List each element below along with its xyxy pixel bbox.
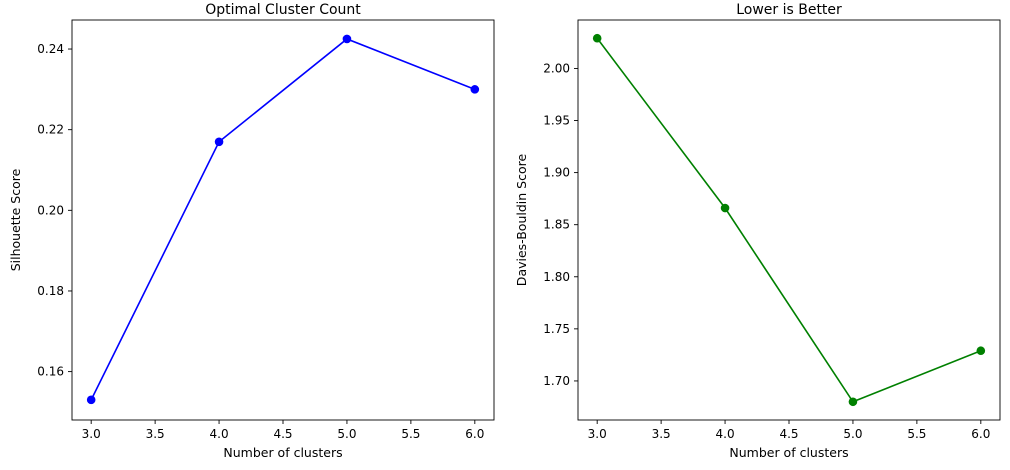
x-tick-label: 5.5 [401, 427, 420, 441]
y-tick-label: 0.16 [37, 365, 64, 379]
data-point [592, 33, 602, 43]
data-point [86, 395, 96, 405]
x-tick-label: 5.0 [337, 427, 356, 441]
x-tick-label: 4.0 [716, 427, 735, 441]
y-tick-label: 1.75 [543, 322, 570, 336]
x-tick-label: 4.5 [779, 427, 798, 441]
x-tick-label: 5.0 [843, 427, 862, 441]
data-point [720, 203, 730, 213]
data-point [342, 34, 352, 44]
y-tick-label: 1.90 [543, 166, 570, 180]
y-tick-label: 0.22 [37, 123, 64, 137]
davies-bouldin-chart: Lower is Better Number of clusters Davie… [514, 2, 1001, 460]
x-tick-label: 3.5 [652, 427, 671, 441]
y-axis-label: Silhouette Score [8, 168, 23, 271]
x-tick-label: 4.5 [273, 427, 292, 441]
x-tick-label: 6.0 [971, 427, 990, 441]
x-tick-label: 3.5 [146, 427, 165, 441]
chart-title: Lower is Better [736, 2, 842, 18]
data-point [848, 397, 858, 407]
y-tick-label: 1.80 [543, 270, 570, 284]
y-tick-label: 1.70 [543, 374, 570, 388]
data-point [976, 346, 986, 356]
y-tick-label: 1.85 [543, 218, 570, 232]
silhouette-chart: Optimal Cluster Count Number of clusters… [8, 2, 495, 460]
y-tick-label: 0.24 [37, 42, 64, 56]
x-tick-label: 6.0 [465, 427, 484, 441]
x-tick-label: 3.0 [82, 427, 101, 441]
y-tick-label: 0.18 [37, 284, 64, 298]
series-line [596, 37, 982, 403]
x-axis-label: Number of clusters [223, 445, 342, 460]
x-tick-label: 4.0 [210, 427, 229, 441]
x-tick-label: 5.5 [907, 427, 926, 441]
series-line [90, 38, 476, 401]
y-tick-label: 0.20 [37, 203, 64, 217]
y-tick-label: 2.00 [543, 61, 570, 75]
y-tick-label: 1.95 [543, 114, 570, 128]
data-point [214, 137, 224, 147]
data-point [470, 85, 480, 94]
chart-title: Optimal Cluster Count [205, 2, 361, 18]
y-axis-label: Davies-Bouldin Score [514, 154, 529, 287]
x-tick-label: 3.0 [588, 427, 607, 441]
x-axis-label: Number of clusters [729, 445, 848, 460]
